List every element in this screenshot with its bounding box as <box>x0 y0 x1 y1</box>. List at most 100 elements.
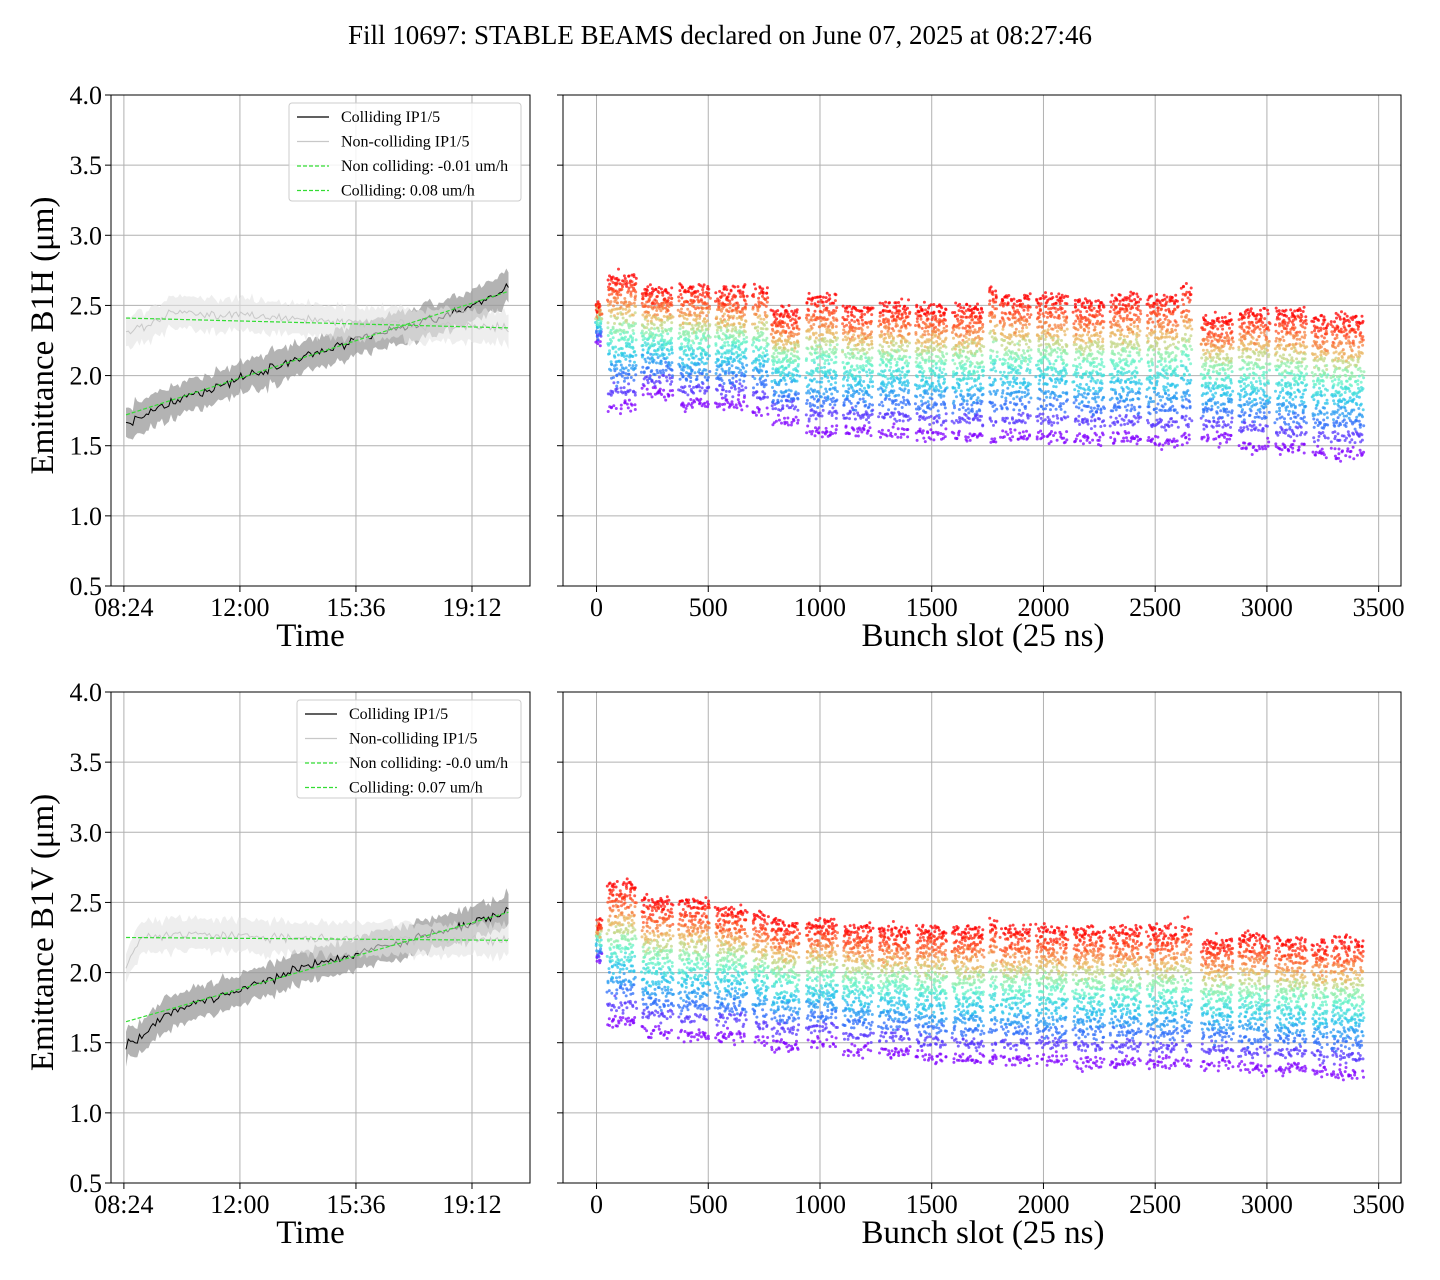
scatter-point <box>796 421 800 425</box>
scatter-point <box>678 327 682 331</box>
scatter-point <box>792 326 796 330</box>
scatter-point <box>1050 423 1054 427</box>
scatter-point <box>976 396 980 400</box>
scatter-point <box>744 356 748 360</box>
scatter-point <box>723 372 727 376</box>
scatter-point <box>1044 407 1047 411</box>
scatter-point <box>774 390 778 394</box>
scatter-point <box>1046 328 1050 332</box>
scatter-point <box>907 369 911 373</box>
scatter-point <box>850 373 854 377</box>
scatter-point <box>669 293 673 297</box>
scatter-point <box>1013 343 1017 347</box>
scatter-point <box>858 349 862 353</box>
scatter-point <box>1077 356 1081 360</box>
scatter-point <box>965 402 969 406</box>
scatter-point <box>633 391 637 395</box>
scatter-point <box>906 381 910 385</box>
scatter-point <box>791 397 795 400</box>
scatter-point <box>629 302 633 306</box>
scatter-point <box>796 344 800 348</box>
scatter-point <box>1024 356 1028 360</box>
scatter-point <box>752 340 756 344</box>
scatter-point <box>932 359 936 363</box>
scatter-point <box>870 346 874 350</box>
scatter-point <box>742 379 746 383</box>
scatter-point <box>1020 402 1024 406</box>
scatter-point <box>1011 384 1015 388</box>
scatter-point <box>1072 364 1075 368</box>
scatter-point <box>671 393 675 397</box>
scatter-point <box>917 324 921 328</box>
scatter-point <box>1075 375 1079 379</box>
scatter-point <box>758 304 762 308</box>
scatter-point <box>844 424 848 428</box>
scatter-point <box>606 278 610 282</box>
scatter-point <box>1009 333 1013 337</box>
scatter-point <box>823 362 827 365</box>
scatter-point <box>1085 310 1089 313</box>
band-colliding-ip1-5 <box>126 268 509 440</box>
scatter-point <box>1053 431 1057 435</box>
scatter-point <box>828 343 832 347</box>
scatter-point <box>1061 391 1065 395</box>
scatter-point <box>1002 435 1006 439</box>
scatter-point <box>634 364 638 367</box>
scatter-point <box>650 326 654 330</box>
scatter-point <box>784 330 788 334</box>
scatter-point <box>938 346 942 350</box>
scatter-point <box>1072 401 1076 405</box>
scatter-point <box>661 306 665 310</box>
scatter-point <box>862 380 866 383</box>
scatter-point <box>1080 375 1084 379</box>
scatter-point <box>699 341 702 345</box>
scatter-point <box>961 395 965 399</box>
scatter-point <box>878 411 882 415</box>
scatter-point <box>1080 400 1084 404</box>
scatter-point <box>935 340 939 343</box>
scatter-point <box>1013 428 1017 432</box>
scatter-point <box>714 372 718 375</box>
scatter-point <box>994 440 998 444</box>
scatter-point <box>807 383 811 387</box>
scatter-point <box>634 322 637 326</box>
scatter-point <box>888 309 892 313</box>
scatter-point <box>654 379 658 383</box>
scatter-point <box>1058 302 1062 306</box>
scatter-point <box>998 358 1002 361</box>
scatter-point <box>1076 371 1080 375</box>
scatter-point <box>930 392 934 396</box>
scatter-point <box>625 402 629 406</box>
scatter-point <box>736 398 740 402</box>
scatter-point <box>777 418 781 422</box>
scatter-point <box>1048 332 1052 336</box>
scatter-point <box>962 306 966 310</box>
scatter-point <box>940 361 943 365</box>
scatter-point <box>842 403 846 407</box>
scatter-point <box>715 402 719 406</box>
scatter-point <box>761 287 765 291</box>
scatter-point <box>1058 343 1061 347</box>
scatter-point <box>731 327 735 331</box>
scatter-point <box>830 392 834 396</box>
scatter-point <box>693 371 697 375</box>
scatter-point <box>733 387 737 391</box>
scatter-point <box>968 304 972 308</box>
scatter-point <box>848 369 852 372</box>
scatter-point <box>678 289 682 293</box>
scatter-point <box>824 372 828 376</box>
scatter-point <box>1091 412 1095 416</box>
scatter-point <box>975 344 979 348</box>
b1h-time-panel: 0.51.01.52.02.53.03.54.008:24 12:00 15:36 1… <box>25 81 531 654</box>
scatter-point <box>995 407 999 411</box>
scatter-point <box>928 423 932 426</box>
scatter-point <box>915 438 919 442</box>
line-non-colliding-ip1-5 <box>125 309 509 335</box>
scatter-point <box>901 395 905 399</box>
scatter-point <box>811 331 815 335</box>
scatter-point <box>1077 402 1081 406</box>
scatter-point <box>745 294 749 298</box>
scatter-point <box>815 356 819 360</box>
scatter-point <box>1013 316 1017 320</box>
scatter-point <box>1074 332 1078 336</box>
